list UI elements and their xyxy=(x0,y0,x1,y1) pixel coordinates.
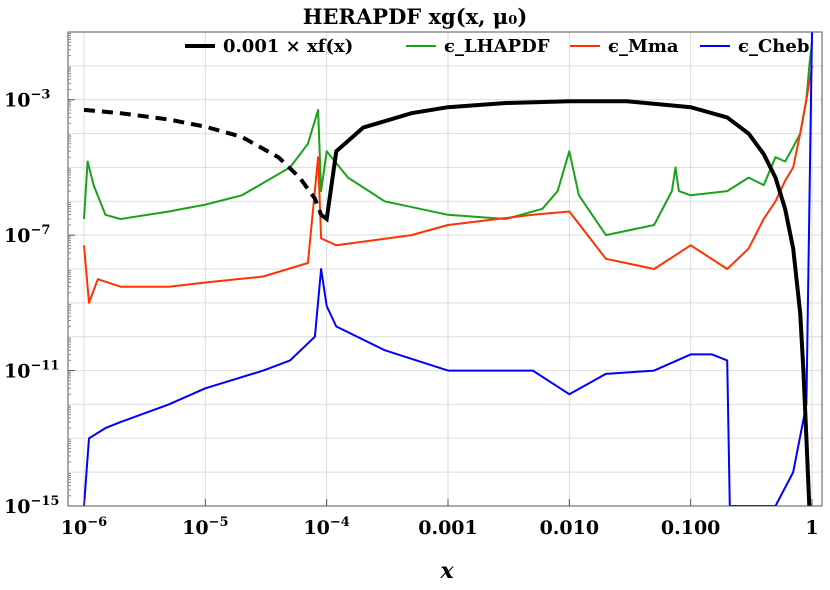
chart-title: HERAPDF xg(x, μ₀) xyxy=(303,4,528,29)
x-axis-label: x xyxy=(439,558,454,584)
series-line-mma xyxy=(83,65,813,304)
x-tick-label: 0.100 xyxy=(661,517,721,539)
axis-ticks: 10−6 10−5 10−4 0.001 0.010 0.100 1 10−3 10−7 10−1… xyxy=(4,33,819,539)
legend-label: ϵ_LHAPDF xyxy=(444,36,550,57)
x-tick-label: 0.001 xyxy=(418,517,478,539)
legend-label: 0.001 × xf(x) xyxy=(223,36,353,57)
series-line-cheb xyxy=(83,32,813,506)
x-tick-label: 10−6 xyxy=(61,515,107,539)
x-tick-label: 1 xyxy=(805,517,818,539)
y-tick-label: 10−11 xyxy=(4,359,59,383)
x-tick-label: 0.010 xyxy=(540,517,600,539)
series-line-lhapdf xyxy=(83,42,813,237)
series-layer xyxy=(83,32,813,506)
y-tick-label: 10−7 xyxy=(4,223,50,247)
grid-lines xyxy=(68,31,822,507)
legend-label: ϵ_Cheb xyxy=(738,36,809,57)
series-line-pdf xyxy=(319,99,812,506)
plot-area xyxy=(83,32,813,506)
legend-label: ϵ_Mma xyxy=(608,36,679,57)
y-tick-label: 10−3 xyxy=(4,88,50,112)
x-tick-label: 10−5 xyxy=(182,515,228,539)
legend: 0.001 × xf(x) ϵ_LHAPDF ϵ_Mma ϵ_Cheb xyxy=(185,36,809,57)
y-tick-label: 10−15 xyxy=(4,494,59,518)
plot-frame xyxy=(67,31,823,507)
x-tick-label: 10−4 xyxy=(303,515,349,539)
